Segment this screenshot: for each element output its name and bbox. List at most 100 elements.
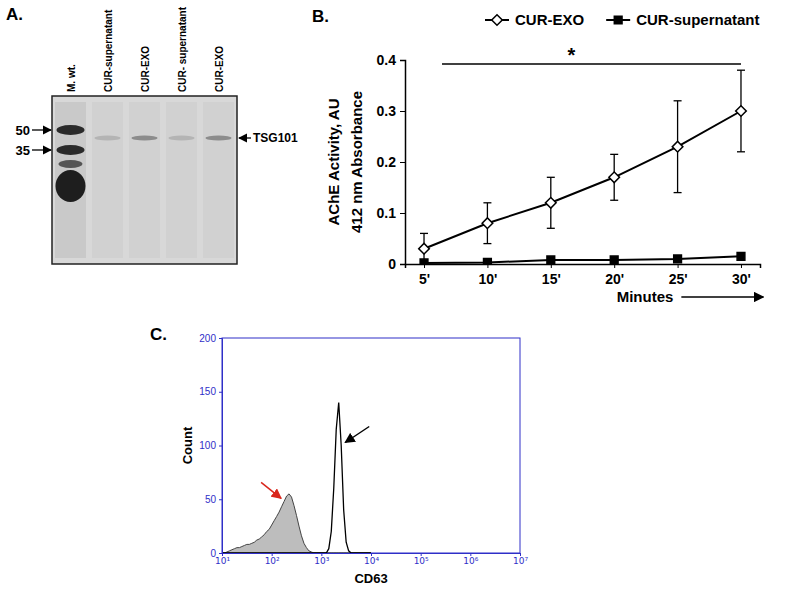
blot-lane <box>203 102 234 258</box>
protein-band <box>95 136 121 141</box>
tick-mark <box>400 264 405 265</box>
tick-mark <box>551 264 552 268</box>
axis-title: CD63 <box>354 571 387 586</box>
error-cap <box>610 154 618 155</box>
series-line <box>222 403 371 554</box>
protein-band <box>132 136 158 141</box>
axis-arrow <box>681 296 763 298</box>
marker <box>419 243 430 254</box>
figure: A.M. wt.CUR-supernatantCUR-EXOCUR- super… <box>0 0 800 589</box>
tick-label: 0.2 <box>377 154 397 170</box>
tick-mark <box>614 264 615 268</box>
tick: 0.1 <box>377 205 405 221</box>
tick: 10³ <box>314 553 329 566</box>
band-arrow <box>239 137 251 138</box>
marker-arrow <box>32 129 51 130</box>
tick: 10¹ <box>215 553 230 566</box>
plot-frame <box>222 338 520 553</box>
error-cap <box>483 202 491 203</box>
tick: 30' <box>732 264 751 287</box>
protein-band <box>206 136 232 141</box>
marker <box>484 259 492 264</box>
tick: 0 <box>388 256 405 272</box>
tick-label: 0.3 <box>377 103 397 119</box>
axis-line <box>406 265 761 269</box>
pointer-arrow <box>261 482 281 498</box>
tick-label: 20' <box>605 271 624 287</box>
lane-label: CUR-EXO <box>140 46 151 92</box>
band-label: TSG101 <box>253 131 298 145</box>
legend-swatch <box>614 16 622 24</box>
tick: 10' <box>478 264 497 287</box>
tick: 100 <box>199 440 222 451</box>
marker <box>610 256 618 264</box>
marker <box>736 106 747 117</box>
tick-label: 150 <box>199 386 216 397</box>
legend-label: CUR-EXO <box>515 11 585 28</box>
axis-title: 412 nm Absorbance <box>348 91 365 233</box>
marker <box>609 172 620 183</box>
error-cap <box>737 151 745 152</box>
tick-label: 10⁴ <box>364 556 379 566</box>
plot-area <box>222 403 371 554</box>
marker <box>737 252 745 260</box>
tick-label: 15' <box>542 271 561 287</box>
tick: 0.3 <box>377 103 405 119</box>
tick-mark <box>219 338 222 339</box>
axis: 5'10'15'20'25'30' <box>406 264 761 287</box>
tick-mark <box>400 213 405 214</box>
axis: 0 0.1 0.2 0.3 0.4 <box>377 52 406 272</box>
marker <box>547 256 555 264</box>
blot-membrane <box>52 96 237 264</box>
blot-lane <box>129 102 160 258</box>
tick-mark <box>424 264 425 268</box>
tick-label: 200 <box>199 333 216 344</box>
blot-lane <box>166 102 197 258</box>
tick-label: 10⁷ <box>513 556 528 566</box>
tick-label: 10⁶ <box>463 556 478 566</box>
tick-label: 10² <box>265 556 280 566</box>
tick-mark <box>678 264 679 268</box>
tick: 10⁶ <box>463 553 478 566</box>
ladder-band <box>57 145 85 155</box>
annotation: * <box>568 44 576 66</box>
blot-lane <box>92 102 123 258</box>
tick-mark <box>219 446 222 447</box>
tick-mark <box>219 499 222 500</box>
tick: 10⁵ <box>414 553 429 566</box>
marker <box>420 259 428 264</box>
figure-container: A.M. wt.CUR-supernatantCUR-EXOCUR- super… <box>0 0 800 589</box>
tick-mark <box>487 264 488 268</box>
ladder-smear <box>56 170 86 202</box>
panel-histogram: C.05010015020010¹10²10³10⁴10⁵10⁶10⁷Count… <box>150 325 528 586</box>
axis-title: AChE Activity, AU <box>325 99 342 226</box>
tick-label: 100 <box>199 440 216 451</box>
marker <box>674 255 682 263</box>
tick-label: 10¹ <box>215 556 230 566</box>
axis-line <box>219 339 223 554</box>
tick: 0.2 <box>377 154 405 170</box>
lane-label: CUR-supernatant <box>103 9 114 92</box>
panel-label: C. <box>150 325 167 344</box>
panel-blot: A.M. wt.CUR-supernatantCUR-EXOCUR- super… <box>6 5 298 264</box>
error-cap <box>610 200 618 201</box>
tick-mark <box>219 392 222 393</box>
tick: 20' <box>605 264 624 287</box>
tick: 0.4 <box>377 52 405 68</box>
ladder-smear <box>59 160 83 168</box>
tick-label: 30' <box>732 271 751 287</box>
tick: 10² <box>265 553 280 566</box>
significance-line <box>442 63 741 64</box>
series-area <box>222 494 371 553</box>
tick-mark <box>219 553 222 554</box>
tick-label: 50 <box>205 494 217 505</box>
tick-label: 0.1 <box>377 205 397 221</box>
error-cap <box>674 192 682 193</box>
tick-label: 0.4 <box>377 52 397 68</box>
lane-label: M. wt. <box>66 64 77 92</box>
legend-label: CUR-supernatant <box>636 11 759 28</box>
axis: 050100150200 <box>199 333 222 559</box>
tick-mark <box>741 264 742 268</box>
tick: 50 <box>205 494 222 505</box>
series-line <box>424 111 741 249</box>
